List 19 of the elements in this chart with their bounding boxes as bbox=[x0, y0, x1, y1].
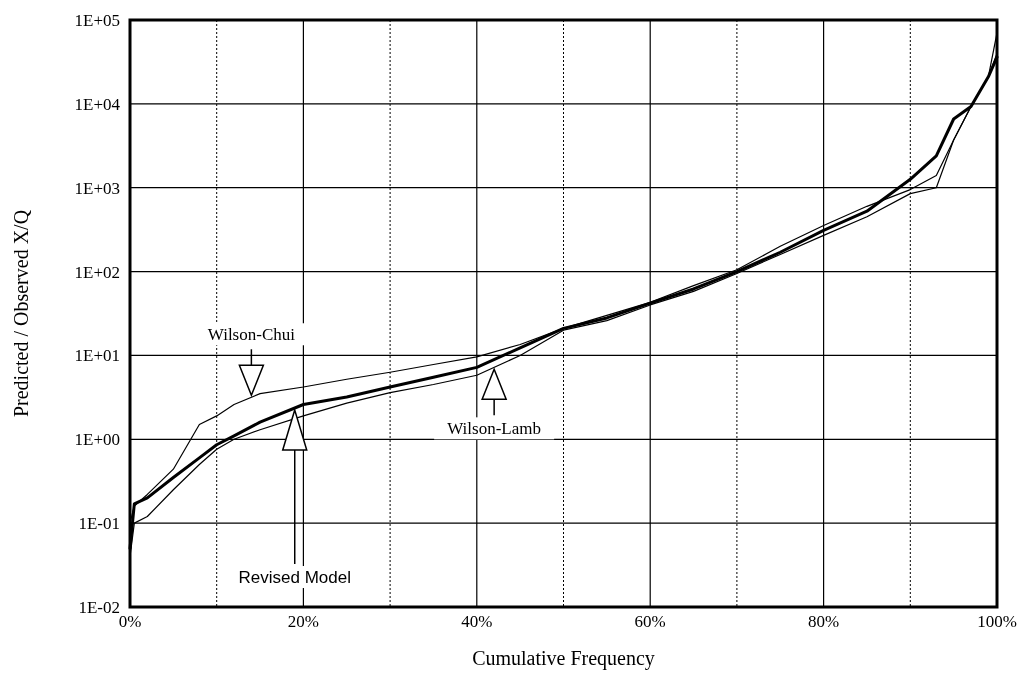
y-tick-label: 1E+04 bbox=[74, 94, 121, 114]
y-axis-title: Predicted / Observed X/Q bbox=[10, 209, 32, 418]
x-tick-label: 20% bbox=[287, 612, 319, 631]
x-tick-label: 60% bbox=[634, 612, 666, 631]
y-tick-label: 1E+01 bbox=[74, 346, 120, 366]
text: Revised Model bbox=[238, 568, 351, 588]
y-tick-label: 1E+02 bbox=[74, 262, 120, 282]
y-tick-label: 1E+05 bbox=[74, 11, 120, 30]
y-tick-label: 1E-02 bbox=[78, 598, 120, 617]
x-tick-label: 80% bbox=[808, 612, 840, 631]
x-tick-label: 40% bbox=[461, 612, 493, 631]
y-tick-label: 1E+00 bbox=[74, 430, 120, 450]
y-tick-label: 1E+03 bbox=[74, 178, 120, 198]
legend-label: Wilson-Lamb bbox=[447, 419, 542, 439]
x-axis-title: Cumulative Frequency bbox=[472, 647, 655, 670]
text: Wilson-Chui bbox=[207, 325, 296, 345]
y-tick-label: 1E-01 bbox=[78, 514, 120, 534]
x-tick-label: 100% bbox=[977, 612, 1017, 631]
x-tick-label: 0% bbox=[118, 612, 142, 631]
